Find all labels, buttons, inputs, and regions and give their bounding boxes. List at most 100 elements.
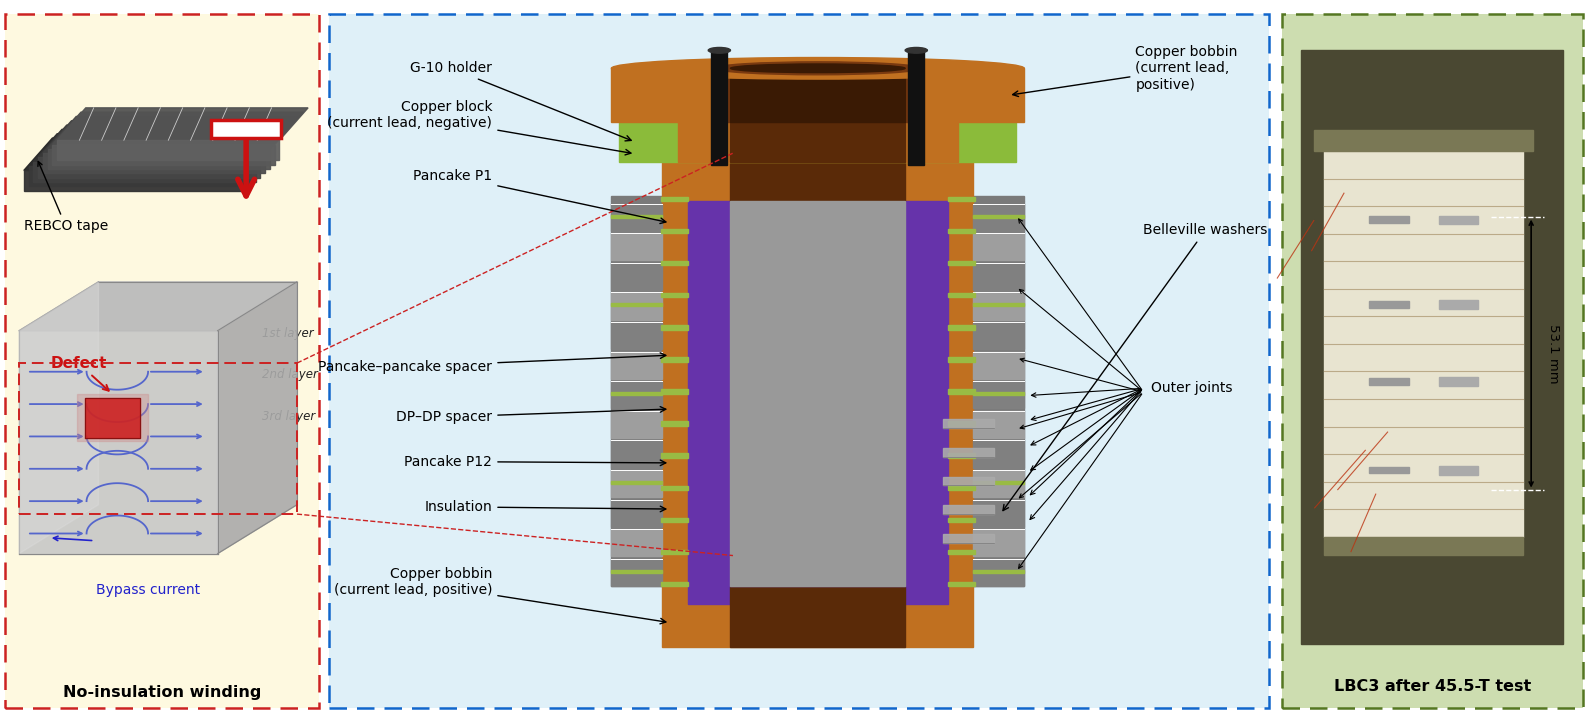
Polygon shape (611, 303, 662, 306)
Polygon shape (948, 325, 975, 329)
Polygon shape (973, 411, 1024, 438)
Text: 1st layer: 1st layer (262, 326, 314, 339)
Polygon shape (1439, 216, 1478, 224)
Polygon shape (619, 122, 1016, 162)
Polygon shape (662, 586, 973, 647)
Polygon shape (688, 201, 948, 586)
Text: DP–DP spacer: DP–DP spacer (397, 407, 665, 424)
Polygon shape (611, 411, 662, 438)
Polygon shape (973, 500, 1024, 527)
Text: 53.1 mm: 53.1 mm (1547, 324, 1559, 383)
Polygon shape (611, 559, 662, 586)
Polygon shape (948, 357, 975, 362)
Polygon shape (973, 529, 1024, 557)
Polygon shape (24, 170, 246, 191)
Polygon shape (611, 68, 1024, 122)
Polygon shape (973, 322, 1024, 349)
Polygon shape (19, 282, 297, 331)
Polygon shape (661, 325, 688, 329)
Polygon shape (661, 357, 688, 362)
Polygon shape (1369, 467, 1409, 473)
Ellipse shape (730, 64, 905, 73)
Polygon shape (943, 448, 994, 457)
Polygon shape (661, 454, 688, 458)
Text: 3rd layer: 3rd layer (262, 410, 316, 423)
Polygon shape (611, 569, 662, 572)
Polygon shape (1369, 378, 1409, 385)
Polygon shape (661, 197, 688, 201)
Polygon shape (973, 569, 1024, 572)
Polygon shape (948, 390, 975, 394)
FancyBboxPatch shape (329, 14, 1269, 708)
Polygon shape (943, 477, 994, 485)
Text: REBCO tape: REBCO tape (24, 162, 108, 234)
Polygon shape (661, 390, 688, 394)
Polygon shape (43, 121, 294, 153)
Text: Bypass current: Bypass current (95, 582, 200, 597)
Polygon shape (662, 162, 973, 201)
Polygon shape (661, 485, 688, 490)
Polygon shape (661, 293, 688, 298)
Polygon shape (611, 352, 662, 379)
Polygon shape (948, 485, 975, 490)
Polygon shape (973, 381, 1024, 408)
Polygon shape (973, 441, 1024, 467)
Polygon shape (678, 122, 958, 162)
Ellipse shape (611, 58, 1024, 79)
Polygon shape (730, 201, 905, 586)
Polygon shape (661, 582, 688, 586)
Polygon shape (688, 586, 948, 604)
Polygon shape (1369, 216, 1409, 223)
Polygon shape (973, 263, 1024, 290)
Text: Insulation: Insulation (424, 500, 665, 514)
Text: Belleville washers: Belleville washers (1004, 223, 1267, 510)
Polygon shape (611, 322, 662, 349)
Polygon shape (715, 68, 921, 122)
Polygon shape (973, 203, 1024, 231)
Polygon shape (611, 201, 1024, 586)
Text: G-10 holder: G-10 holder (410, 61, 630, 141)
Polygon shape (943, 419, 994, 428)
Polygon shape (973, 559, 1024, 586)
Polygon shape (1315, 129, 1534, 151)
Polygon shape (948, 549, 975, 554)
Polygon shape (611, 500, 662, 527)
Polygon shape (973, 481, 1024, 484)
Polygon shape (611, 441, 662, 467)
Polygon shape (33, 162, 256, 182)
Polygon shape (948, 197, 975, 201)
Polygon shape (52, 112, 303, 145)
Polygon shape (661, 518, 688, 522)
Polygon shape (948, 293, 975, 298)
Polygon shape (973, 215, 1024, 218)
Polygon shape (662, 201, 973, 586)
Polygon shape (29, 166, 251, 186)
Polygon shape (661, 421, 688, 426)
Polygon shape (711, 50, 727, 165)
Polygon shape (1369, 301, 1409, 308)
Polygon shape (948, 518, 975, 522)
Polygon shape (611, 233, 662, 260)
Polygon shape (948, 229, 975, 234)
Polygon shape (973, 392, 1024, 395)
Text: No-insulation winding: No-insulation winding (64, 685, 260, 700)
Text: 2nd layer: 2nd layer (262, 368, 318, 381)
Polygon shape (973, 303, 1024, 306)
Polygon shape (943, 534, 994, 543)
Polygon shape (948, 261, 975, 265)
Polygon shape (76, 394, 148, 441)
Polygon shape (1301, 50, 1563, 644)
Text: Copper bobbin
(current lead,
positive): Copper bobbin (current lead, positive) (1013, 45, 1237, 96)
Polygon shape (611, 470, 662, 498)
Polygon shape (19, 282, 98, 554)
Polygon shape (24, 138, 275, 170)
Polygon shape (611, 196, 1024, 201)
Polygon shape (730, 162, 905, 201)
Polygon shape (948, 454, 975, 458)
Polygon shape (730, 122, 905, 162)
Polygon shape (611, 481, 662, 484)
Polygon shape (1439, 301, 1478, 309)
Polygon shape (948, 582, 975, 586)
Polygon shape (661, 549, 688, 554)
Ellipse shape (708, 47, 730, 53)
